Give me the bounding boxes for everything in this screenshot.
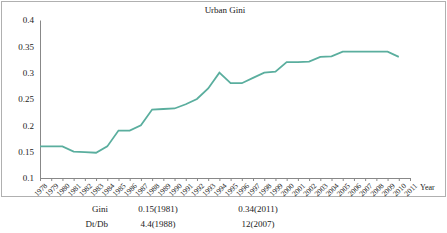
y-tick: 0.2: [23, 121, 40, 131]
y-tick-label: 0.2: [23, 121, 34, 131]
data-line: [40, 52, 399, 153]
y-tick-label: 0.35: [18, 42, 34, 52]
annotation-cell: Gini: [92, 204, 109, 214]
x-tick-mark: [354, 178, 355, 181]
x-tick-mark: [410, 178, 411, 181]
y-tick: 0.15: [18, 147, 40, 157]
x-tick-mark: [287, 178, 288, 181]
y-axis: 0.1 0.15 0.2 0.25 0.3 0.35 0.4: [18, 15, 40, 183]
y-tick-label: 0.25: [18, 94, 34, 104]
x-tick-mark: [332, 178, 333, 181]
x-tick-mark: [399, 178, 400, 181]
x-tick-label: 2011: [402, 181, 419, 198]
x-tick-mark: [51, 178, 52, 181]
x-tick-mark: [163, 178, 164, 181]
x-tick-mark: [118, 178, 119, 181]
chart: Urban Gini 0.1 0.15 0.2 0.25 0.3 0.35 0.4 197819…: [0, 0, 447, 233]
x-tick-mark: [376, 178, 377, 181]
annotation-cell: 4.4(1988): [140, 219, 175, 229]
y-tick: 0.4: [23, 15, 40, 25]
x-tick-mark: [208, 178, 209, 181]
x-axis-line: [41, 179, 411, 182]
x-tick-mark: [242, 178, 243, 181]
x-tick-mark: [365, 178, 366, 181]
x-tick-mark: [298, 178, 299, 181]
x-tick-mark: [85, 178, 86, 181]
x-tick-mark: [141, 178, 142, 181]
x-tick-mark: [107, 178, 108, 181]
x-axis: 1978197919801981198219831984198519861987…: [32, 178, 419, 198]
x-tick-mark: [175, 178, 176, 181]
annotation-cell: 12(2007): [242, 219, 275, 229]
x-tick-mark: [197, 178, 198, 181]
x-tick-mark: [96, 178, 97, 181]
x-axis-title: Year: [420, 183, 435, 192]
y-tick-label: 0.3: [23, 68, 35, 78]
x-tick-mark: [62, 178, 63, 181]
y-tick-label: 0.15: [18, 147, 34, 157]
chart-frame: [2, 2, 446, 197]
annotation-cell: 0.15(1981): [138, 204, 178, 214]
chart-title: Urban Gini: [205, 5, 246, 15]
y-axis-line: [40, 21, 41, 179]
x-tick-mark: [152, 178, 153, 181]
y-tick: 0.1: [23, 173, 40, 183]
x-tick-mark: [253, 178, 254, 181]
x-tick-mark: [40, 178, 41, 181]
y-tick: 0.35: [18, 42, 40, 52]
annotation-cell: 0.34(2011): [238, 204, 277, 214]
x-tick-mark: [275, 178, 276, 181]
x-tick-mark: [219, 178, 220, 181]
y-tick: 0.25: [18, 94, 40, 104]
x-tick-mark: [388, 178, 389, 181]
x-tick-mark: [343, 178, 344, 181]
x-tick-mark: [231, 178, 232, 181]
x-tick-mark: [130, 178, 131, 181]
x-tick-mark: [74, 178, 75, 181]
y-tick-label: 0.1: [23, 173, 34, 183]
y-tick: 0.3: [23, 68, 40, 78]
plot-area: [40, 52, 399, 153]
x-tick: 2011: [402, 178, 419, 198]
x-tick-mark: [309, 178, 310, 181]
y-tick-label: 0.4: [23, 15, 35, 25]
annotation-cell: Dt/Db: [86, 219, 109, 229]
x-tick-mark: [186, 178, 187, 181]
x-tick-mark: [320, 178, 321, 181]
x-tick-mark: [264, 178, 265, 181]
